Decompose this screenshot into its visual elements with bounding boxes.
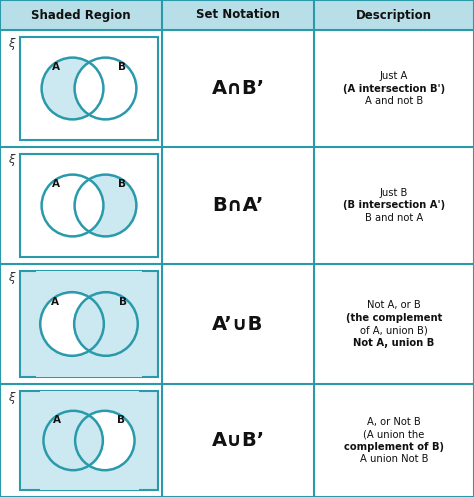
Text: A union Not B: A union Not B — [360, 454, 428, 464]
Text: (A intersection B'): (A intersection B') — [343, 83, 445, 93]
Bar — [20, 271, 158, 377]
Text: ξ: ξ — [8, 154, 14, 166]
Circle shape — [74, 174, 137, 237]
Text: ξ: ξ — [8, 36, 14, 50]
Text: Not A, or B: Not A, or B — [367, 300, 421, 310]
Text: Set Notation: Set Notation — [196, 8, 280, 21]
Text: Not A, union B: Not A, union B — [354, 338, 435, 348]
Text: (A union the: (A union the — [363, 429, 425, 439]
Text: B∩A’: B∩A’ — [212, 196, 264, 215]
Circle shape — [44, 411, 103, 470]
Text: A’∪B: A’∪B — [212, 315, 264, 333]
Text: (B intersection A'): (B intersection A') — [343, 200, 445, 211]
Circle shape — [74, 58, 137, 119]
Text: of A, union B): of A, union B) — [360, 325, 428, 335]
Circle shape — [40, 292, 104, 356]
Text: A: A — [51, 297, 59, 307]
Text: ξ: ξ — [8, 270, 14, 283]
Text: B: B — [119, 297, 128, 307]
Bar — [314, 0, 474, 30]
Bar — [162, 0, 314, 30]
Bar — [20, 37, 158, 140]
Text: B: B — [117, 414, 125, 425]
Text: A: A — [53, 414, 61, 425]
Text: Just A: Just A — [380, 71, 408, 81]
Text: A, or Not B: A, or Not B — [367, 417, 421, 427]
Text: A and not B: A and not B — [365, 96, 423, 106]
Text: A∩B’: A∩B’ — [211, 79, 264, 98]
Bar — [20, 154, 158, 257]
Bar — [20, 391, 158, 490]
Text: ξ: ξ — [8, 391, 14, 404]
Circle shape — [75, 411, 135, 470]
Text: Just B: Just B — [380, 188, 408, 198]
Text: Shaded Region: Shaded Region — [31, 8, 131, 21]
Text: (the complement: (the complement — [346, 313, 442, 323]
Text: B: B — [118, 62, 127, 72]
Circle shape — [42, 58, 103, 119]
Text: B and not A: B and not A — [365, 213, 423, 223]
Text: A: A — [52, 179, 60, 189]
Bar — [0, 0, 162, 30]
Circle shape — [42, 174, 103, 237]
Text: A: A — [52, 62, 60, 72]
Text: A∪B’: A∪B’ — [211, 431, 264, 450]
Text: Description: Description — [356, 8, 432, 21]
Circle shape — [74, 292, 138, 356]
Text: B: B — [118, 179, 127, 189]
Text: complement of B): complement of B) — [344, 442, 444, 452]
